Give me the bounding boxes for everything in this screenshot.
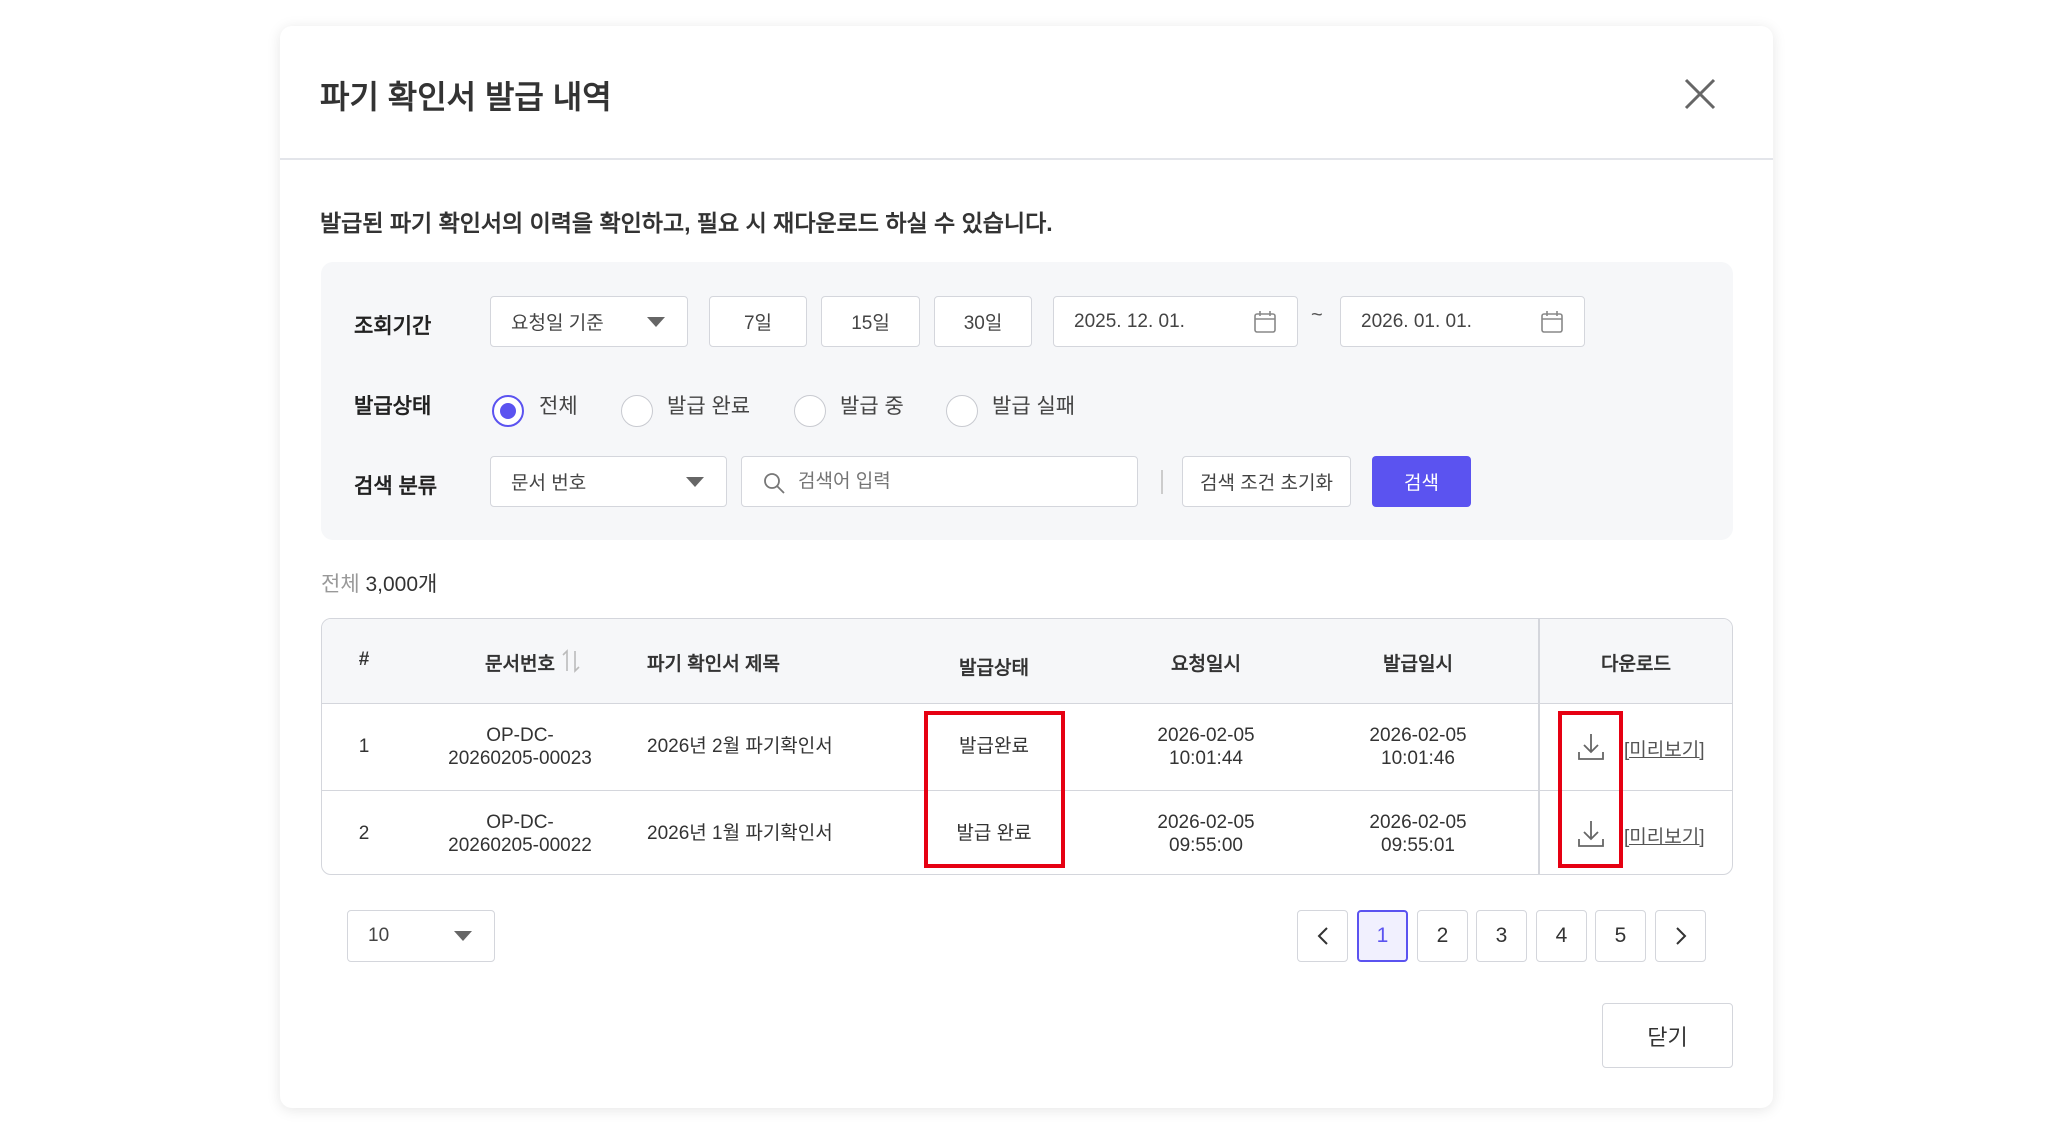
col-status: 발급상태: [959, 658, 1029, 679]
highlight-box-status: [924, 711, 1065, 868]
row-issue-date: 2026-02-05 09:55:01: [1369, 812, 1467, 856]
column-divider: [1538, 619, 1540, 874]
search-input[interactable]: [741, 456, 1138, 507]
page-3-button[interactable]: 3: [1476, 910, 1527, 962]
prev-page-button[interactable]: [1297, 910, 1348, 962]
calendar-icon[interactable]: [1540, 310, 1564, 334]
history-table: # 문서번호 파기 확인서 제목 발급상태 요청일시 발급일시 다운로드 1 O…: [321, 618, 1733, 875]
chevron-down-icon: [454, 931, 472, 941]
preview-link[interactable]: [미리보기]: [1624, 740, 1705, 761]
status-option-label: 발급 실패: [992, 395, 1076, 418]
close-button[interactable]: 닫기: [1602, 1003, 1733, 1068]
next-page-button[interactable]: [1655, 910, 1706, 962]
table-row: 2 OP-DC- 20260205-00022 2026년 1월 파기확인서 발급…: [322, 790, 1732, 874]
total-label: 전체: [321, 573, 360, 596]
page-2-button[interactable]: 2: [1417, 910, 1468, 962]
page-size-value: 10: [368, 925, 390, 946]
chevron-down-icon: [647, 316, 665, 327]
total-value: 3,000개: [365, 573, 438, 596]
row-request-date: 2026-02-05 10:01:44: [1157, 725, 1255, 769]
col-doc-number[interactable]: 문서번호: [485, 654, 555, 675]
col-number: #: [358, 649, 370, 670]
row-title: 2026년 2월 파기확인서: [647, 736, 833, 757]
row-status: 발급 완료: [956, 823, 1032, 844]
filter-panel: 조회기간 요청일 기준 7일 15일 30일 2025. 12. 01. ~ 2…: [321, 262, 1733, 540]
chevron-down-icon: [686, 476, 704, 487]
status-option-label: 전체: [539, 395, 578, 418]
dialog-title: 파기 확인서 발급 내역: [320, 79, 612, 115]
status-radio-complete[interactable]: [621, 395, 653, 427]
download-icon[interactable]: [1577, 819, 1605, 849]
date-range-separator: ~: [1311, 304, 1323, 326]
row-issue-date: 2026-02-05 10:01:46: [1369, 725, 1467, 769]
page-size-select[interactable]: 10: [347, 910, 495, 962]
row-doc-number: OP-DC- 20260205-00022: [448, 812, 592, 856]
range-15-button[interactable]: 15일: [821, 296, 920, 347]
status-radio-in-progress[interactable]: [794, 395, 826, 427]
row-number: 2: [358, 823, 370, 844]
preview-link[interactable]: [미리보기]: [1624, 827, 1705, 848]
dialog-description: 발급된 파기 확인서의 이력을 확인하고, 필요 시 재다운로드 하실 수 있습…: [320, 210, 1053, 236]
dialog: 파기 확인서 발급 내역 발급된 파기 확인서의 이력을 확인하고, 필요 시 …: [280, 26, 1773, 1108]
close-icon[interactable]: [1680, 74, 1720, 114]
status-radio-failed[interactable]: [946, 395, 978, 427]
period-basis-select[interactable]: 요청일 기준: [490, 296, 688, 347]
status-option-label: 발급 중: [840, 395, 904, 418]
col-request-date: 요청일시: [1171, 654, 1241, 675]
period-label: 조회기간: [354, 315, 432, 338]
reset-filters-button[interactable]: 검색 조건 초기화: [1182, 456, 1351, 507]
start-date-input[interactable]: 2025. 12. 01.: [1053, 296, 1298, 347]
status-label: 발급상태: [354, 395, 432, 418]
search-text-field[interactable]: [798, 470, 1118, 493]
end-date-input[interactable]: 2026. 01. 01.: [1340, 296, 1585, 347]
status-radio-all[interactable]: [492, 395, 524, 427]
total-count: 전체 3,000개: [321, 568, 437, 598]
download-icon[interactable]: [1577, 732, 1605, 762]
search-icon: [764, 473, 785, 494]
row-doc-number: OP-DC- 20260205-00023: [448, 725, 592, 769]
range-7-button[interactable]: 7일: [709, 296, 807, 347]
row-request-date: 2026-02-05 09:55:00: [1157, 812, 1255, 856]
row-status: 발급완료: [959, 736, 1029, 757]
start-date-value: 2025. 12. 01.: [1074, 310, 1185, 332]
col-issue-date: 발급일시: [1383, 654, 1453, 675]
page-4-button[interactable]: 4: [1536, 910, 1587, 962]
chevron-left-icon: [1317, 927, 1328, 945]
search-category-value: 문서 번호: [511, 473, 587, 494]
chevron-right-icon: [1675, 927, 1686, 945]
period-basis-value: 요청일 기준: [511, 313, 604, 334]
row-number: 1: [358, 736, 370, 757]
table-row: 1 OP-DC- 20260205-00023 2026년 2월 파기확인서 발급…: [322, 704, 1732, 790]
col-title: 파기 확인서 제목: [647, 654, 780, 675]
table-header: # 문서번호 파기 확인서 제목 발급상태 요청일시 발급일시 다운로드: [322, 619, 1732, 704]
status-option-label: 발급 완료: [667, 395, 751, 418]
page-5-button[interactable]: 5: [1595, 910, 1646, 962]
sort-icon[interactable]: [562, 649, 580, 673]
calendar-icon[interactable]: [1253, 310, 1277, 334]
end-date-value: 2026. 01. 01.: [1361, 310, 1472, 332]
divider: [1161, 470, 1163, 494]
col-download: 다운로드: [1601, 654, 1671, 675]
page-1-button[interactable]: 1: [1357, 910, 1408, 962]
row-title: 2026년 1월 파기확인서: [647, 823, 833, 844]
highlight-box-download: [1558, 711, 1623, 868]
search-button[interactable]: 검색: [1372, 456, 1471, 507]
range-30-button[interactable]: 30일: [934, 296, 1032, 347]
divider: [280, 158, 1773, 160]
search-category-label: 검색 분류: [354, 475, 438, 498]
search-category-select[interactable]: 문서 번호: [490, 456, 727, 507]
